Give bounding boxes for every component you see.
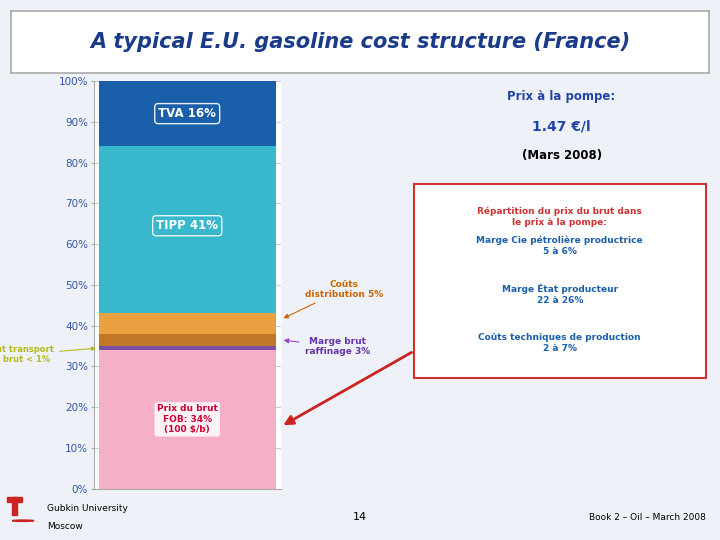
Text: A typical E.U. gasoline cost structure (France): A typical E.U. gasoline cost structure (… xyxy=(90,32,630,52)
Text: Prix à la pompe:: Prix à la pompe: xyxy=(508,91,616,104)
Bar xyxy=(7,497,22,502)
Text: Marge Cie pétrolière productrice
5 à 6%: Marge Cie pétrolière productrice 5 à 6% xyxy=(477,236,643,256)
Text: Prix du brut
FOB: 34%
(100 $/b): Prix du brut FOB: 34% (100 $/b) xyxy=(157,404,217,434)
Text: TVA 16%: TVA 16% xyxy=(158,107,216,120)
Text: TIPP 41%: TIPP 41% xyxy=(156,219,218,232)
Text: Marge brut
raffinage 3%: Marge brut raffinage 3% xyxy=(285,337,370,356)
Bar xyxy=(12,497,17,515)
Text: Coûts
distribution 5%: Coûts distribution 5% xyxy=(284,280,383,318)
Text: 14: 14 xyxy=(353,512,367,522)
Text: 1.47 €/l: 1.47 €/l xyxy=(532,119,591,133)
Text: Moscow: Moscow xyxy=(47,522,83,531)
Bar xyxy=(99,146,276,313)
Circle shape xyxy=(12,520,34,522)
Bar xyxy=(99,313,276,334)
Text: Coût transport
du brut < 1%: Coût transport du brut < 1% xyxy=(0,345,95,364)
Text: Répartition du prix du brut dans
le prix à la pompe:: Répartition du prix du brut dans le prix… xyxy=(477,207,642,227)
Bar xyxy=(99,350,276,489)
Bar xyxy=(99,81,276,146)
Text: Marge État producteur
22 à 26%: Marge État producteur 22 à 26% xyxy=(502,284,618,305)
Bar xyxy=(99,346,276,350)
Text: (Mars 2008): (Mars 2008) xyxy=(521,149,602,162)
Text: Gubkin University: Gubkin University xyxy=(47,504,127,514)
Text: Coûts techniques de production
2 à 7%: Coûts techniques de production 2 à 7% xyxy=(479,333,641,353)
Text: Book 2 – Oil – March 2008: Book 2 – Oil – March 2008 xyxy=(589,512,706,522)
Bar xyxy=(99,334,276,346)
